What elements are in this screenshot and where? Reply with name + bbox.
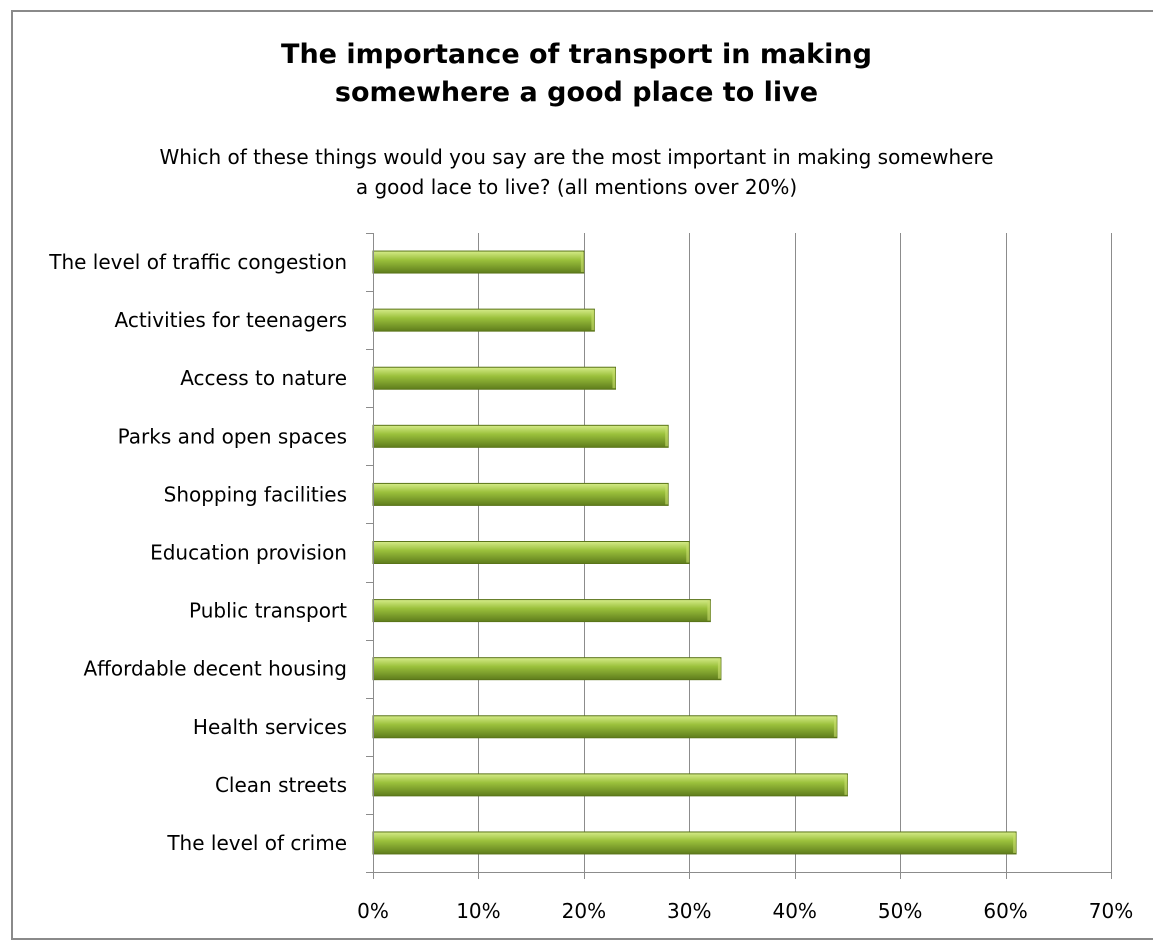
bar-end-6 (707, 601, 710, 621)
category-label-3: Parks and open spaces (118, 424, 347, 448)
bar-end-3 (665, 426, 668, 446)
x-tick-label-40: 40% (772, 899, 816, 923)
x-tick-label-0: 0% (357, 899, 389, 923)
bar-6 (373, 600, 710, 622)
x-tick-label-10: 10% (456, 899, 500, 923)
bar-1 (373, 309, 594, 331)
category-label-7: Affordable decent housing (83, 657, 347, 681)
bar-end-4 (665, 484, 668, 504)
category-label-2: Access to nature (180, 366, 347, 390)
bar-end-8 (834, 717, 837, 737)
x-tick-label-50: 50% (878, 899, 922, 923)
bar-end-5 (686, 543, 689, 563)
bar-2 (373, 367, 615, 389)
x-tick-labels: 0% 10% 20% 30% 40% 50% 60% 70% (357, 899, 1133, 923)
bar-4 (373, 483, 668, 505)
bar-0 (373, 251, 584, 273)
bar-5 (373, 542, 689, 564)
x-tick-label-70: 70% (1089, 899, 1133, 923)
bar-end-7 (718, 659, 721, 679)
bar-end-10 (1013, 833, 1016, 853)
category-label-4: Shopping facilities (164, 482, 347, 506)
bar-end-1 (591, 310, 594, 330)
category-label-5: Education provision (150, 541, 347, 565)
bar-end-2 (612, 368, 615, 388)
bar-end-9 (844, 775, 847, 795)
category-label-6: Public transport (189, 599, 347, 623)
x-tick-label-30: 30% (667, 899, 711, 923)
category-label-10: The level of crime (166, 831, 347, 855)
category-labels: The level of traffic congestion Activitie… (48, 250, 347, 855)
category-label-9: Clean streets (215, 773, 347, 797)
bar-10 (373, 832, 1016, 854)
bar-3 (373, 425, 668, 447)
bar-7 (373, 658, 721, 680)
category-label-0: The level of traffic congestion (48, 250, 347, 274)
bar-8 (373, 716, 837, 738)
x-tick-label-60: 60% (983, 899, 1027, 923)
x-tick-label-20: 20% (562, 899, 606, 923)
category-label-8: Health services (193, 715, 347, 739)
category-label-1: Activities for teenagers (115, 308, 347, 332)
bars (373, 251, 1016, 854)
bar-9 (373, 774, 847, 796)
bar-end-0 (581, 252, 584, 272)
